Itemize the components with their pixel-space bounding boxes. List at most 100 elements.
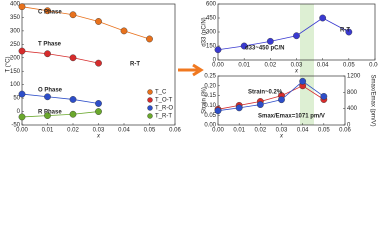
y-tick-label: 450 (206, 16, 217, 22)
point (18, 3, 26, 11)
x-tick-label: 0.05 (343, 63, 355, 69)
annotation: Smax/Emax=1071 pm/V (258, 114, 325, 120)
series-line (21, 111, 99, 118)
point (95, 59, 102, 67)
point (256, 101, 264, 108)
annotation: T Phase (38, 42, 62, 48)
x-tick-label: 0.03 (93, 128, 105, 134)
legend-label: T_C (155, 90, 167, 96)
y2-tick-label: 400 (347, 106, 358, 112)
point (69, 110, 77, 118)
x-tick-label: 0.05 (318, 128, 330, 134)
legend-marker (147, 89, 153, 95)
legend-label: T_R-O (155, 106, 173, 112)
point (18, 113, 26, 121)
point (345, 28, 353, 36)
y-tick-label: 0 (213, 58, 217, 64)
x-tick-label: 0.00 (212, 128, 224, 134)
point (278, 96, 285, 104)
y-tick-label: 0 (17, 109, 21, 115)
x-tick-label: 0.04 (118, 128, 130, 134)
x-tick-label: 0.04 (317, 63, 329, 69)
series-line (21, 6, 150, 40)
y2-tick-label: 1200 (347, 74, 361, 80)
legend-marker (147, 105, 153, 111)
point (95, 100, 102, 107)
point (44, 112, 51, 119)
x-axis-label: x (96, 134, 101, 140)
y-tick-label: 0.05 (204, 113, 216, 119)
y-axis-label: Strain (%) (202, 87, 208, 114)
x-tick-label: 0.06 (169, 128, 181, 134)
rt-region (300, 4, 314, 125)
point (319, 14, 327, 22)
y-tick-label: -50 (11, 123, 20, 129)
y-tick-label: 400 (10, 2, 21, 8)
y2-axis-label: Smax/Emax (pm/V) (369, 74, 375, 126)
x-tick-label: 0.02 (254, 128, 266, 134)
legend-label: T_R-T (155, 114, 172, 120)
point (44, 93, 51, 101)
y-tick-label: 0.00 (204, 123, 216, 129)
arrow (178, 63, 204, 77)
legend-marker (147, 113, 153, 119)
x-tick-label: 0.01 (238, 63, 250, 69)
annotation: d33~450 pC/N (245, 46, 285, 52)
annotation: R-T (130, 62, 140, 68)
point (299, 77, 307, 85)
y-tick-label: 0.20 (204, 83, 216, 89)
y-tick-label: 350 (10, 15, 21, 21)
point (44, 50, 51, 58)
point (18, 90, 26, 98)
y2-tick-label: 0 (347, 123, 351, 129)
point (240, 42, 248, 50)
point (18, 47, 26, 55)
y-tick-label: 0.10 (204, 103, 216, 109)
series-line (21, 50, 99, 64)
figure: 0.00 0.01 0.02 0.03 0.04 0.05 0.06 -50 0 50 100 150… (6, 2, 378, 140)
x-tick-label: 0.06 (369, 63, 378, 69)
legend-marker (147, 97, 153, 103)
series-line (217, 85, 325, 110)
point (44, 7, 51, 15)
x-tick-label: 0.03 (291, 63, 303, 69)
point (69, 11, 77, 19)
series-line (217, 80, 325, 112)
x-tick-label: 0.01 (233, 128, 245, 134)
x-tick-label: 0.00 (212, 63, 224, 69)
y-tick-label: 100 (10, 82, 21, 88)
y-tick-label: 0.15 (204, 93, 216, 99)
x-tick-label: 0.00 (16, 128, 28, 134)
y-tick-label: 250 (10, 42, 21, 48)
x-tick-label: 0.06 (339, 128, 351, 134)
point (146, 35, 153, 43)
point (120, 27, 128, 35)
y-tick-label: 150 (10, 69, 21, 75)
legend-label: T_O-T (155, 98, 173, 104)
series-line (21, 93, 99, 104)
y-axis-label: T (°C) (6, 57, 12, 73)
point (214, 107, 222, 115)
y-axis-label: d33 (pC/N) (202, 17, 208, 46)
annotation: R Phase (38, 110, 62, 116)
point (214, 46, 222, 54)
x-tick-label: 0.05 (144, 128, 156, 134)
x-axis-label: x (279, 134, 284, 140)
y2-tick-label: 800 (347, 90, 358, 96)
y-tick-label: 50 (13, 96, 20, 102)
x-tick-label: 0.03 (276, 128, 288, 134)
x-tick-label: 0.01 (42, 128, 54, 134)
y-tick-label: 200 (10, 55, 21, 61)
point (69, 96, 77, 103)
point (293, 32, 300, 40)
x-axis-label: x (294, 69, 299, 75)
x-tick-label: 0.04 (297, 128, 309, 134)
y-tick-label: 150 (206, 44, 217, 50)
x-tick-label: 0.02 (67, 128, 79, 134)
y-tick-label: 0.25 (204, 74, 216, 80)
point (266, 37, 274, 45)
series-line (217, 17, 350, 51)
y-tick-label: 300 (10, 28, 21, 34)
annotation: C Phase (38, 10, 62, 16)
y-tick-label: 600 (206, 2, 217, 8)
